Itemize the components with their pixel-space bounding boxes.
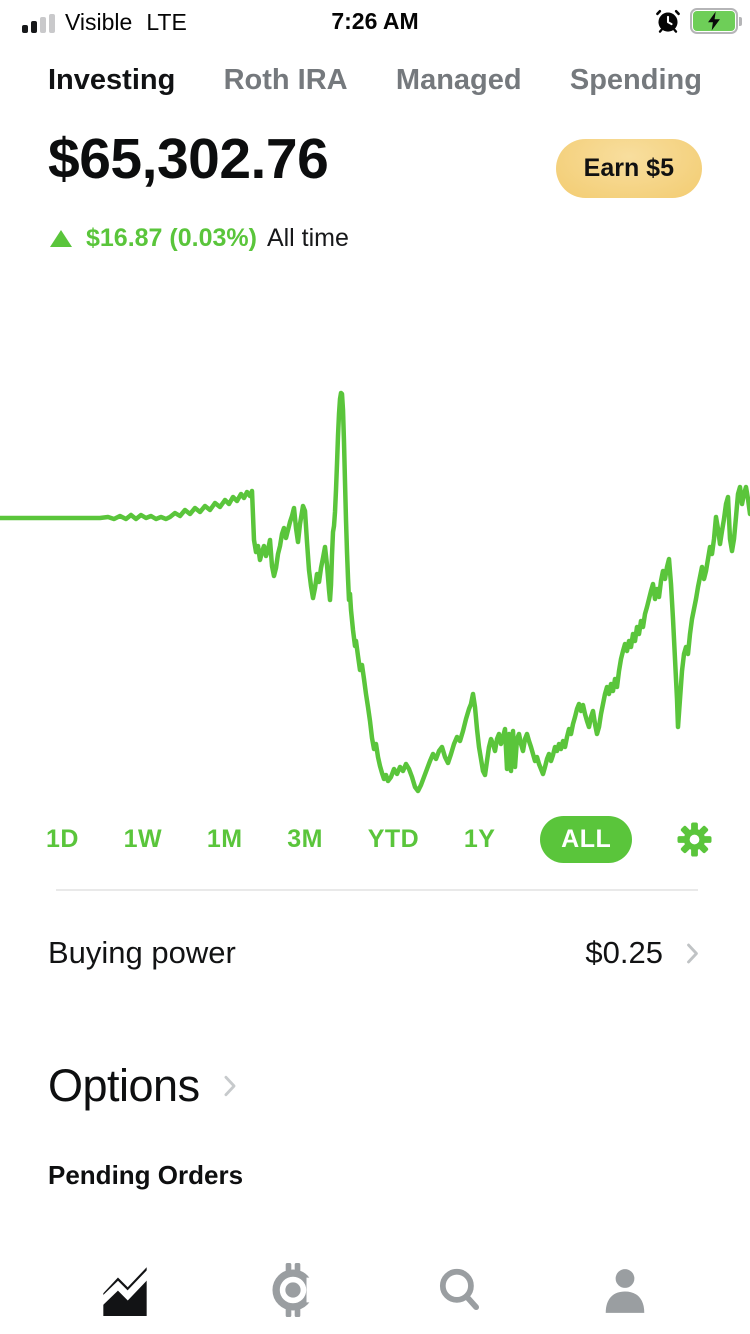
range-1d[interactable]: 1D [46,824,79,853]
tab-roth-ira[interactable]: Roth IRA [223,63,348,96]
nav-account-button[interactable] [600,1265,650,1315]
battery-charging-icon [690,8,742,34]
triangle-up-icon [50,230,72,247]
portfolio-change-amount: $16.87 (0.03%) [86,224,257,252]
buying-power-row[interactable]: Buying power $0.25 [48,928,706,978]
range-1w[interactable]: 1W [123,824,163,853]
network-type-label: LTE [146,9,187,35]
account-person-icon [605,1269,645,1313]
portfolio-chart-line [0,390,750,794]
portfolio-chart[interactable] [0,380,750,800]
earn-reward-button[interactable]: Earn $5 [555,139,702,198]
buying-power-label: Buying power [48,935,236,970]
portfolio-value: $65,302.76 [48,127,329,191]
options-title: Options [48,1060,200,1111]
tab-investing[interactable]: Investing [48,63,176,96]
time-range-selector: 1D 1W 1M 3M YTD 1Y ALL [46,815,712,863]
status-bar-left: Visible LTE [22,9,187,36]
range-all[interactable]: ALL [540,815,633,863]
chevron-right-icon [224,1075,236,1097]
status-bar: Visible LTE 7:26 AM [0,0,750,44]
nav-investing-button[interactable] [99,1264,151,1316]
crypto-coin-icon [272,1263,320,1317]
nav-crypto-button[interactable] [266,1263,320,1317]
pending-orders-title: Pending Orders [48,1160,244,1190]
chart-settings-button[interactable] [677,821,712,857]
carrier-label: Visible [65,9,133,35]
range-ytd[interactable]: YTD [367,824,420,853]
bottom-navigation [0,1246,750,1334]
gear-icon [677,821,712,857]
nav-search-button[interactable] [435,1265,485,1315]
status-bar-right [655,8,742,34]
portfolio-change-period: All time [266,224,349,252]
chevron-right-icon [687,943,698,963]
alarm-clock-icon [655,8,681,34]
section-divider [56,889,698,891]
cellular-signal-icon [22,13,55,33]
tab-managed[interactable]: Managed [395,63,522,96]
status-bar-time: 7:26 AM [331,8,419,34]
options-section-header[interactable]: Options [48,1060,244,1112]
account-tabs: Investing Roth IRA Managed Spending [48,58,702,102]
search-icon [439,1268,480,1311]
portfolio-change-row: $16.87 (0.03%) All time [50,224,349,253]
tab-spending[interactable]: Spending [569,63,702,96]
portfolio-chart-icon [99,1267,151,1316]
range-1y[interactable]: 1Y [463,824,496,853]
buying-power-value: $0.25 [585,935,663,970]
range-3m[interactable]: 3M [287,824,323,853]
range-1m[interactable]: 1M [206,824,243,853]
